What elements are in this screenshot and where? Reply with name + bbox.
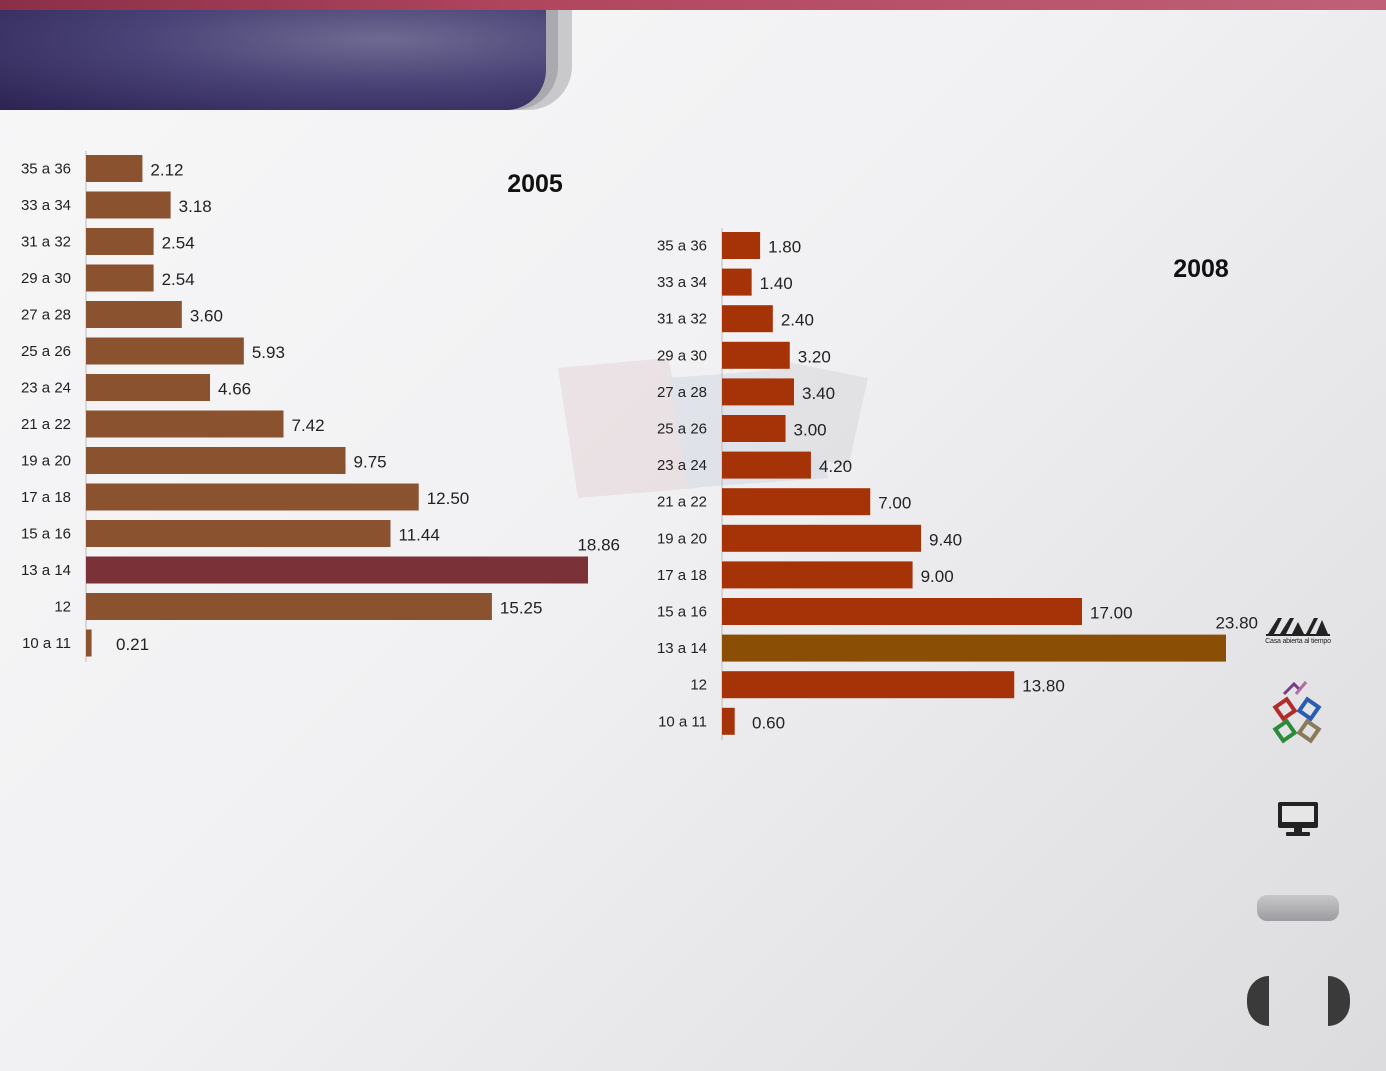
bar-10-a-11 [86,629,92,657]
data-label: 13.80 [1022,677,1065,696]
tick-label: 35 a 36 [21,161,71,178]
title-banner [0,10,546,110]
data-label: 4.20 [819,457,852,476]
bar-25-a-26 [722,415,786,442]
tick-label: 13 a 14 [657,640,707,657]
tick-label: 17 a 18 [21,489,71,506]
bar-19-a-20 [86,447,346,474]
data-label: 11.44 [399,526,440,545]
tick-label: 19 a 20 [657,530,707,547]
tick-label: 33 a 34 [21,197,71,214]
data-label: 3.40 [802,384,835,403]
tick-label: 17 a 18 [657,567,707,584]
bar-31-a-32 [86,228,154,255]
tick-label: 25 a 26 [657,421,707,438]
tick-label: 29 a 30 [657,347,707,364]
tick-label: 10 a 11 [22,635,71,652]
monitor-icon[interactable] [1276,800,1320,838]
data-label: 2.54 [162,234,195,253]
bar-15-a-16 [86,520,391,547]
data-label: 9.40 [929,530,962,549]
data-label: 0.21 [116,635,149,654]
data-label: 0.60 [752,713,785,732]
data-label: 4.66 [218,380,251,399]
data-label: 2.12 [150,161,183,180]
data-label: 3.60 [190,307,223,326]
bar-23-a-24 [86,374,211,401]
previous-slide-button[interactable] [1247,976,1269,1026]
cubes-logo [1272,681,1322,744]
chart-title: 2008 [1173,255,1229,283]
tick-label: 15 a 16 [21,526,71,543]
top-stripe [0,0,1386,10]
data-label: 5.93 [252,343,285,362]
data-label: 23.80 [1215,614,1258,633]
bar-33-a-34 [722,268,752,296]
data-label: 3.00 [794,421,827,440]
bar-25-a-26 [86,337,244,365]
bar-23-a-24 [722,451,811,479]
data-label: 17.00 [1090,604,1133,623]
home-button[interactable] [1257,895,1339,921]
data-label: 9.00 [921,567,954,586]
tick-label: 25 a 26 [21,343,71,360]
tick-label: 12 [690,677,707,694]
logo-tagline: Casa abierta al tiempo [1265,638,1331,645]
bar-12 [86,593,492,620]
bar-35-a-36 [86,155,143,182]
data-label: 2.54 [162,270,195,289]
tick-label: 12 [54,599,71,616]
data-label: 12.50 [427,489,470,508]
tick-label: 31 a 32 [21,234,71,251]
tick-label: 27 a 28 [21,307,71,324]
bar-21-a-22 [86,410,284,438]
tick-label: 33 a 34 [657,274,707,291]
bar-29-a-30 [722,341,790,369]
bar-10-a-11 [722,707,735,735]
bar-13-a-14 [722,634,1226,662]
tick-label: 15 a 16 [657,604,707,621]
data-label: 3.20 [798,347,831,366]
data-label: 18.86 [577,536,620,555]
bar-29-a-30 [86,264,154,292]
bar-19-a-20 [722,524,922,552]
tick-label: 23 a 24 [657,457,707,474]
tick-label: 27 a 28 [657,384,707,401]
tick-label: 19 a 20 [21,453,71,470]
tick-label: 31 a 32 [657,311,707,328]
chart-2008: 2008 35 a 36 1.80 33 a 34 1.40 31 a 32 2.40 29 … [657,228,1258,741]
tick-label: 13 a 14 [21,562,71,579]
bar-15-a-16 [722,598,1082,625]
tick-label: 10 a 11 [658,713,707,730]
data-label: 3.18 [179,197,212,216]
tick-label: 21 a 22 [21,416,71,433]
uam-logo [1266,618,1330,636]
data-label: 9.75 [354,453,387,472]
bar-33-a-34 [86,191,171,219]
bar-13-a-14 [86,556,588,584]
next-slide-button[interactable] [1328,976,1350,1026]
bar-12 [722,671,1015,699]
bar-17-a-18 [86,483,419,511]
tick-label: 23 a 24 [21,380,71,397]
tick-label: 35 a 36 [657,238,707,255]
tick-label: 29 a 30 [21,270,71,287]
chart-title: 2005 [507,170,563,198]
data-label: 1.80 [768,238,801,257]
data-label: 1.40 [760,274,793,293]
data-label: 7.42 [291,416,324,435]
data-label: 7.00 [878,494,911,513]
bar-27-a-28 [722,378,794,406]
bar-21-a-22 [722,488,871,516]
bar-31-a-32 [722,305,773,333]
bar-35-a-36 [722,232,761,259]
tick-label: 21 a 22 [657,494,707,511]
data-label: 15.25 [500,599,543,618]
data-label: 2.40 [781,311,814,330]
bar-17-a-18 [722,561,913,589]
chart-2005: 2005 35 a 36 2.12 33 a 34 3.18 31 a 32 2.54 29 … [21,151,620,662]
bar-27-a-28 [86,301,182,328]
